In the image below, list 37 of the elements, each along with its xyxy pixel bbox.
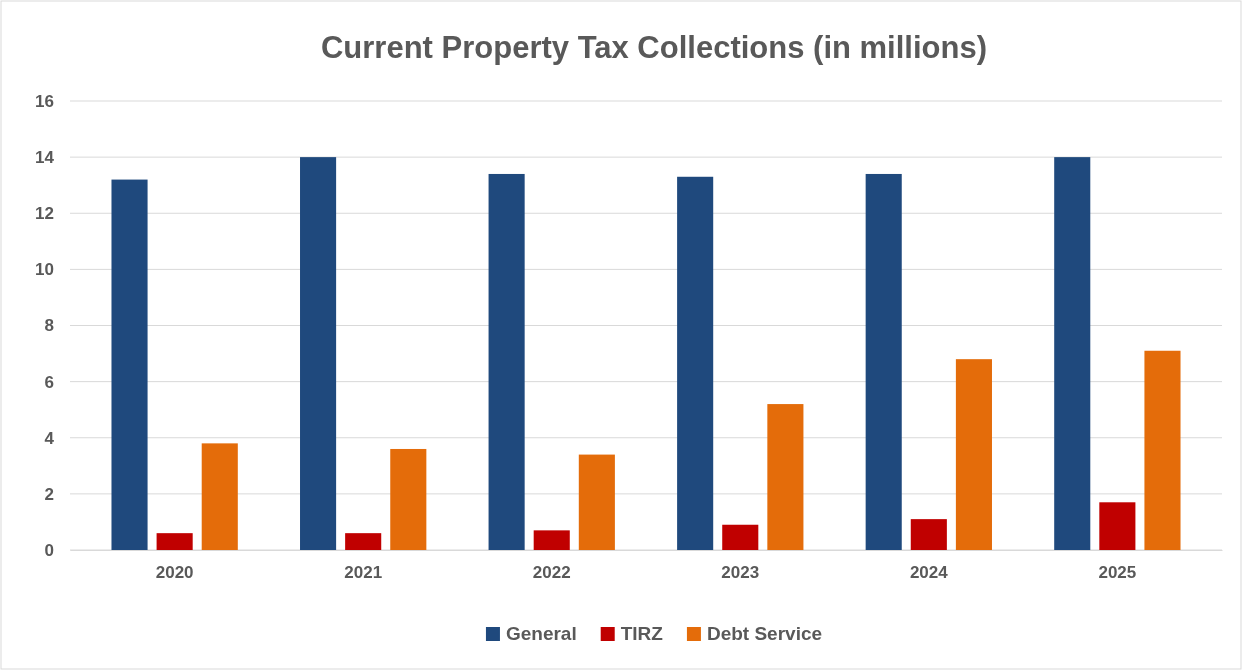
x-tick-label: 2024 [909, 563, 949, 583]
chart-title: Current Property Tax Collections (in millions) [320, 30, 988, 65]
legend-label: TIRZ [620, 623, 664, 644]
bar [955, 359, 992, 550]
y-tick-label: 4 [44, 428, 55, 448]
x-tick-label: 2020 [155, 563, 194, 583]
y-tick-label: 6 [44, 372, 54, 392]
y-tick-label: 8 [44, 316, 54, 336]
x-tick-label: 2025 [1098, 563, 1137, 583]
bar [1099, 502, 1136, 550]
bar [300, 157, 337, 550]
x-tick-label: 2023 [721, 563, 760, 583]
legend-label: Debt Service [706, 623, 823, 644]
bar [533, 530, 570, 550]
bar [578, 454, 615, 550]
y-tick-label: 0 [44, 540, 54, 560]
y-tick-label: 16 [35, 91, 54, 111]
y-tick-label: 14 [35, 148, 55, 168]
bar [201, 443, 238, 550]
bar [1144, 350, 1181, 550]
y-tick-label: 2 [44, 484, 54, 504]
bar [156, 533, 193, 550]
legend-label: General [505, 623, 577, 644]
bar [345, 533, 382, 550]
bar [488, 173, 525, 550]
bar [722, 524, 759, 550]
x-tick-label: 2021 [344, 563, 383, 583]
y-tick-label: 12 [35, 204, 54, 224]
bar [390, 448, 427, 550]
y-tick-label: 10 [35, 260, 54, 280]
bar [677, 176, 714, 550]
bar [767, 404, 804, 550]
bar [865, 173, 902, 550]
bar [111, 179, 148, 550]
bar [910, 519, 947, 550]
x-tick-label: 2022 [532, 563, 571, 583]
bar [1054, 157, 1091, 550]
